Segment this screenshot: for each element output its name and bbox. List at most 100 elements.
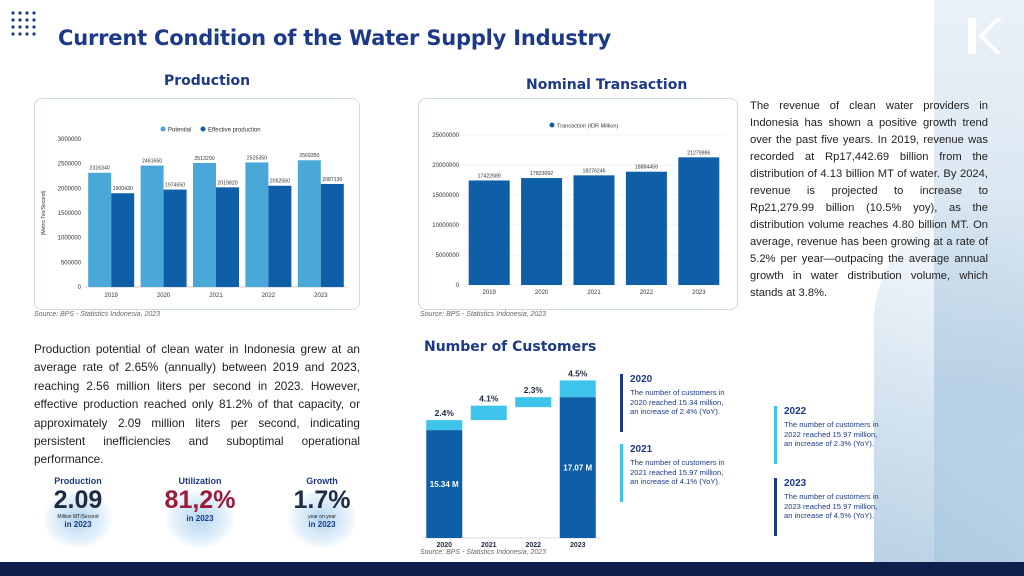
data-label: 18884459 <box>635 165 658 171</box>
transaction-title: Nominal Transaction <box>526 77 688 93</box>
kpi-label: Growth <box>306 476 338 486</box>
bar-effective <box>320 184 344 287</box>
page-title: Current Condition of the Water Supply In… <box>58 26 611 50</box>
kpi-growth: Growth 1.7% year on year in 2023 <box>280 476 364 548</box>
dots-pattern-icon <box>11 11 36 36</box>
kpi-label: Production <box>54 476 102 486</box>
bar-transaction <box>573 175 615 285</box>
y-tick-label: 0 <box>78 285 82 291</box>
data-label: 2569350 <box>299 153 319 159</box>
value-label: 17.07 M <box>563 464 592 473</box>
note-text: The number of customers in 2023 reached … <box>784 492 879 521</box>
kpi-value: 2.09 <box>53 486 103 514</box>
bar-transaction <box>468 180 510 285</box>
kpi-sub: year on year <box>308 514 336 520</box>
data-label: 2316340 <box>90 166 110 172</box>
x-tick-label: 2020 <box>436 542 452 549</box>
y-tick-label: 0 <box>456 283 460 289</box>
x-tick-label: 2021 <box>209 293 223 299</box>
y-tick-label: 500000 <box>61 260 82 266</box>
legend-marker <box>549 122 555 128</box>
bar-potential <box>245 162 269 287</box>
data-label: 2513290 <box>194 156 214 162</box>
customer-note-2020: 2020 The number of customers in 2020 rea… <box>620 374 730 432</box>
y-tick-label: 1000000 <box>58 236 82 242</box>
data-label: 2052560 <box>270 179 290 185</box>
bar-customers-growth <box>426 420 463 431</box>
y-tick-label: 2000000 <box>58 186 82 192</box>
y-tick-label: 1500000 <box>58 211 82 217</box>
bar-potential <box>88 172 112 287</box>
water-splash-icon <box>44 490 112 548</box>
y-tick-label: 5000000 <box>436 253 460 259</box>
bar-effective <box>268 185 292 287</box>
bar-customers-total <box>426 430 463 538</box>
note-year: 2021 <box>630 444 653 455</box>
y-tick-label: 2500000 <box>58 162 82 168</box>
data-label: 2019820 <box>217 180 237 186</box>
note-accent-bar <box>774 406 777 464</box>
transaction-chart: Transaction (IDR Million) 0 5000000 1000000… <box>432 122 725 296</box>
kpi-sub: Million MT/Second <box>57 514 99 520</box>
revenue-paragraph: The revenue of clean water providers in … <box>750 100 988 299</box>
bar-effective <box>163 189 187 287</box>
x-tick-label: 2019 <box>483 290 497 296</box>
transaction-chart-card: Transaction (IDR Million) 0 5000000 1000000… <box>418 98 738 310</box>
transaction-source: Source: BPS - Statistics Indonesia, 2023 <box>420 311 547 318</box>
legend-marker <box>160 126 166 132</box>
growth-label: 4.5% <box>568 368 588 378</box>
x-tick-label: 2022 <box>262 293 276 299</box>
bar-customers-growth <box>515 397 552 408</box>
bar-effective <box>111 193 135 287</box>
kpi-year: in 2023 <box>64 520 92 529</box>
production-chart-card: Potential Effective production 0 500000 1000… <box>34 98 360 310</box>
customer-note-2021: 2021 The number of customers in 2021 rea… <box>620 444 730 502</box>
y-axis-label: (Metric Ton/Second) <box>41 190 47 235</box>
bar-customers-total <box>559 397 596 538</box>
bar-potential <box>140 165 164 287</box>
customers-source: Source: BPS - Statistics Indonesia, 2023 <box>420 549 547 556</box>
data-label: 21279986 <box>687 150 710 156</box>
x-tick-label: 2022 <box>640 290 654 296</box>
customer-note-2022: 2022 The number of customers in 2022 rea… <box>774 406 884 464</box>
note-year: 2023 <box>784 478 807 489</box>
kpi-year: in 2023 <box>186 514 214 523</box>
customers-title: Number of Customers <box>424 339 597 355</box>
legend-label: Effective production <box>208 128 261 134</box>
y-tick-label: 10000000 <box>432 223 459 229</box>
note-accent-bar <box>620 444 623 502</box>
x-tick-label: 2020 <box>535 290 549 296</box>
note-text: The number of customers in 2022 reached … <box>784 420 879 449</box>
data-label: 2461650 <box>142 159 162 165</box>
data-label: 17422689 <box>478 173 501 179</box>
data-label: 18276246 <box>582 168 605 174</box>
legend-marker <box>200 126 206 132</box>
data-label: 1974650 <box>165 183 185 189</box>
bar-effective <box>216 187 239 287</box>
kpi-year: in 2023 <box>308 520 336 529</box>
production-chart: Potential Effective production 0 500000 1000… <box>41 126 347 299</box>
value-label: 15.34 M <box>430 480 459 489</box>
customers-chart: 2.4% 15.34 M 2020 4.1% 2021 2.3% 2022 4.5% 17.07… <box>422 368 600 549</box>
x-tick-label: 2019 <box>105 293 119 299</box>
bar-transaction <box>521 178 563 285</box>
legend-label: Transaction (IDR Million) <box>557 124 618 130</box>
x-tick-label: 2020 <box>157 293 171 299</box>
x-tick-label: 2023 <box>314 293 328 299</box>
x-tick-label: 2021 <box>587 290 601 296</box>
note-text: The number of customers in 2021 reached … <box>630 458 725 487</box>
growth-label: 2.4% <box>435 408 455 418</box>
bar-transaction <box>678 157 720 285</box>
x-tick-label: 2022 <box>525 542 541 549</box>
kpi-utilization: Utilization 81,2% in 2023 <box>158 476 242 548</box>
y-tick-label: 20000000 <box>432 163 459 169</box>
production-source: Source: BPS - Statistics Indonesia, 2023 <box>34 311 161 318</box>
note-year: 2022 <box>784 406 807 417</box>
kpi-value: 81,2% <box>164 486 236 514</box>
note-accent-bar <box>774 478 777 536</box>
x-tick-label: 2023 <box>570 542 586 549</box>
bar-potential <box>193 163 216 287</box>
bar-potential <box>297 160 321 287</box>
production-paragraph: Production potential of clean water in I… <box>34 342 360 467</box>
bar-customers-growth <box>559 380 596 398</box>
